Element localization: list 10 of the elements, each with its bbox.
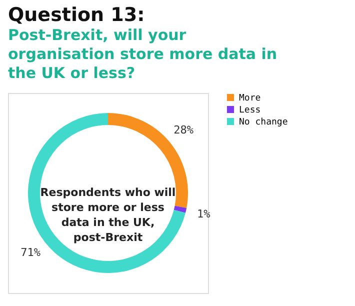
legend-label: More (239, 94, 261, 104)
data-label: 28% (174, 124, 194, 137)
data-label: 1% (197, 207, 211, 220)
legend-label: No change (239, 118, 288, 128)
legend-label: Less (239, 106, 261, 116)
chart-subtitle: Post-Brexit, will your organisation store more data in the UK or less? (8, 26, 278, 82)
donut-slice (174, 206, 187, 213)
data-label: 71% (20, 246, 41, 260)
text: Respondents who will store more or less data in the UK, post-Brexit (40, 186, 176, 244)
chart-title: Question 13: (8, 4, 145, 26)
